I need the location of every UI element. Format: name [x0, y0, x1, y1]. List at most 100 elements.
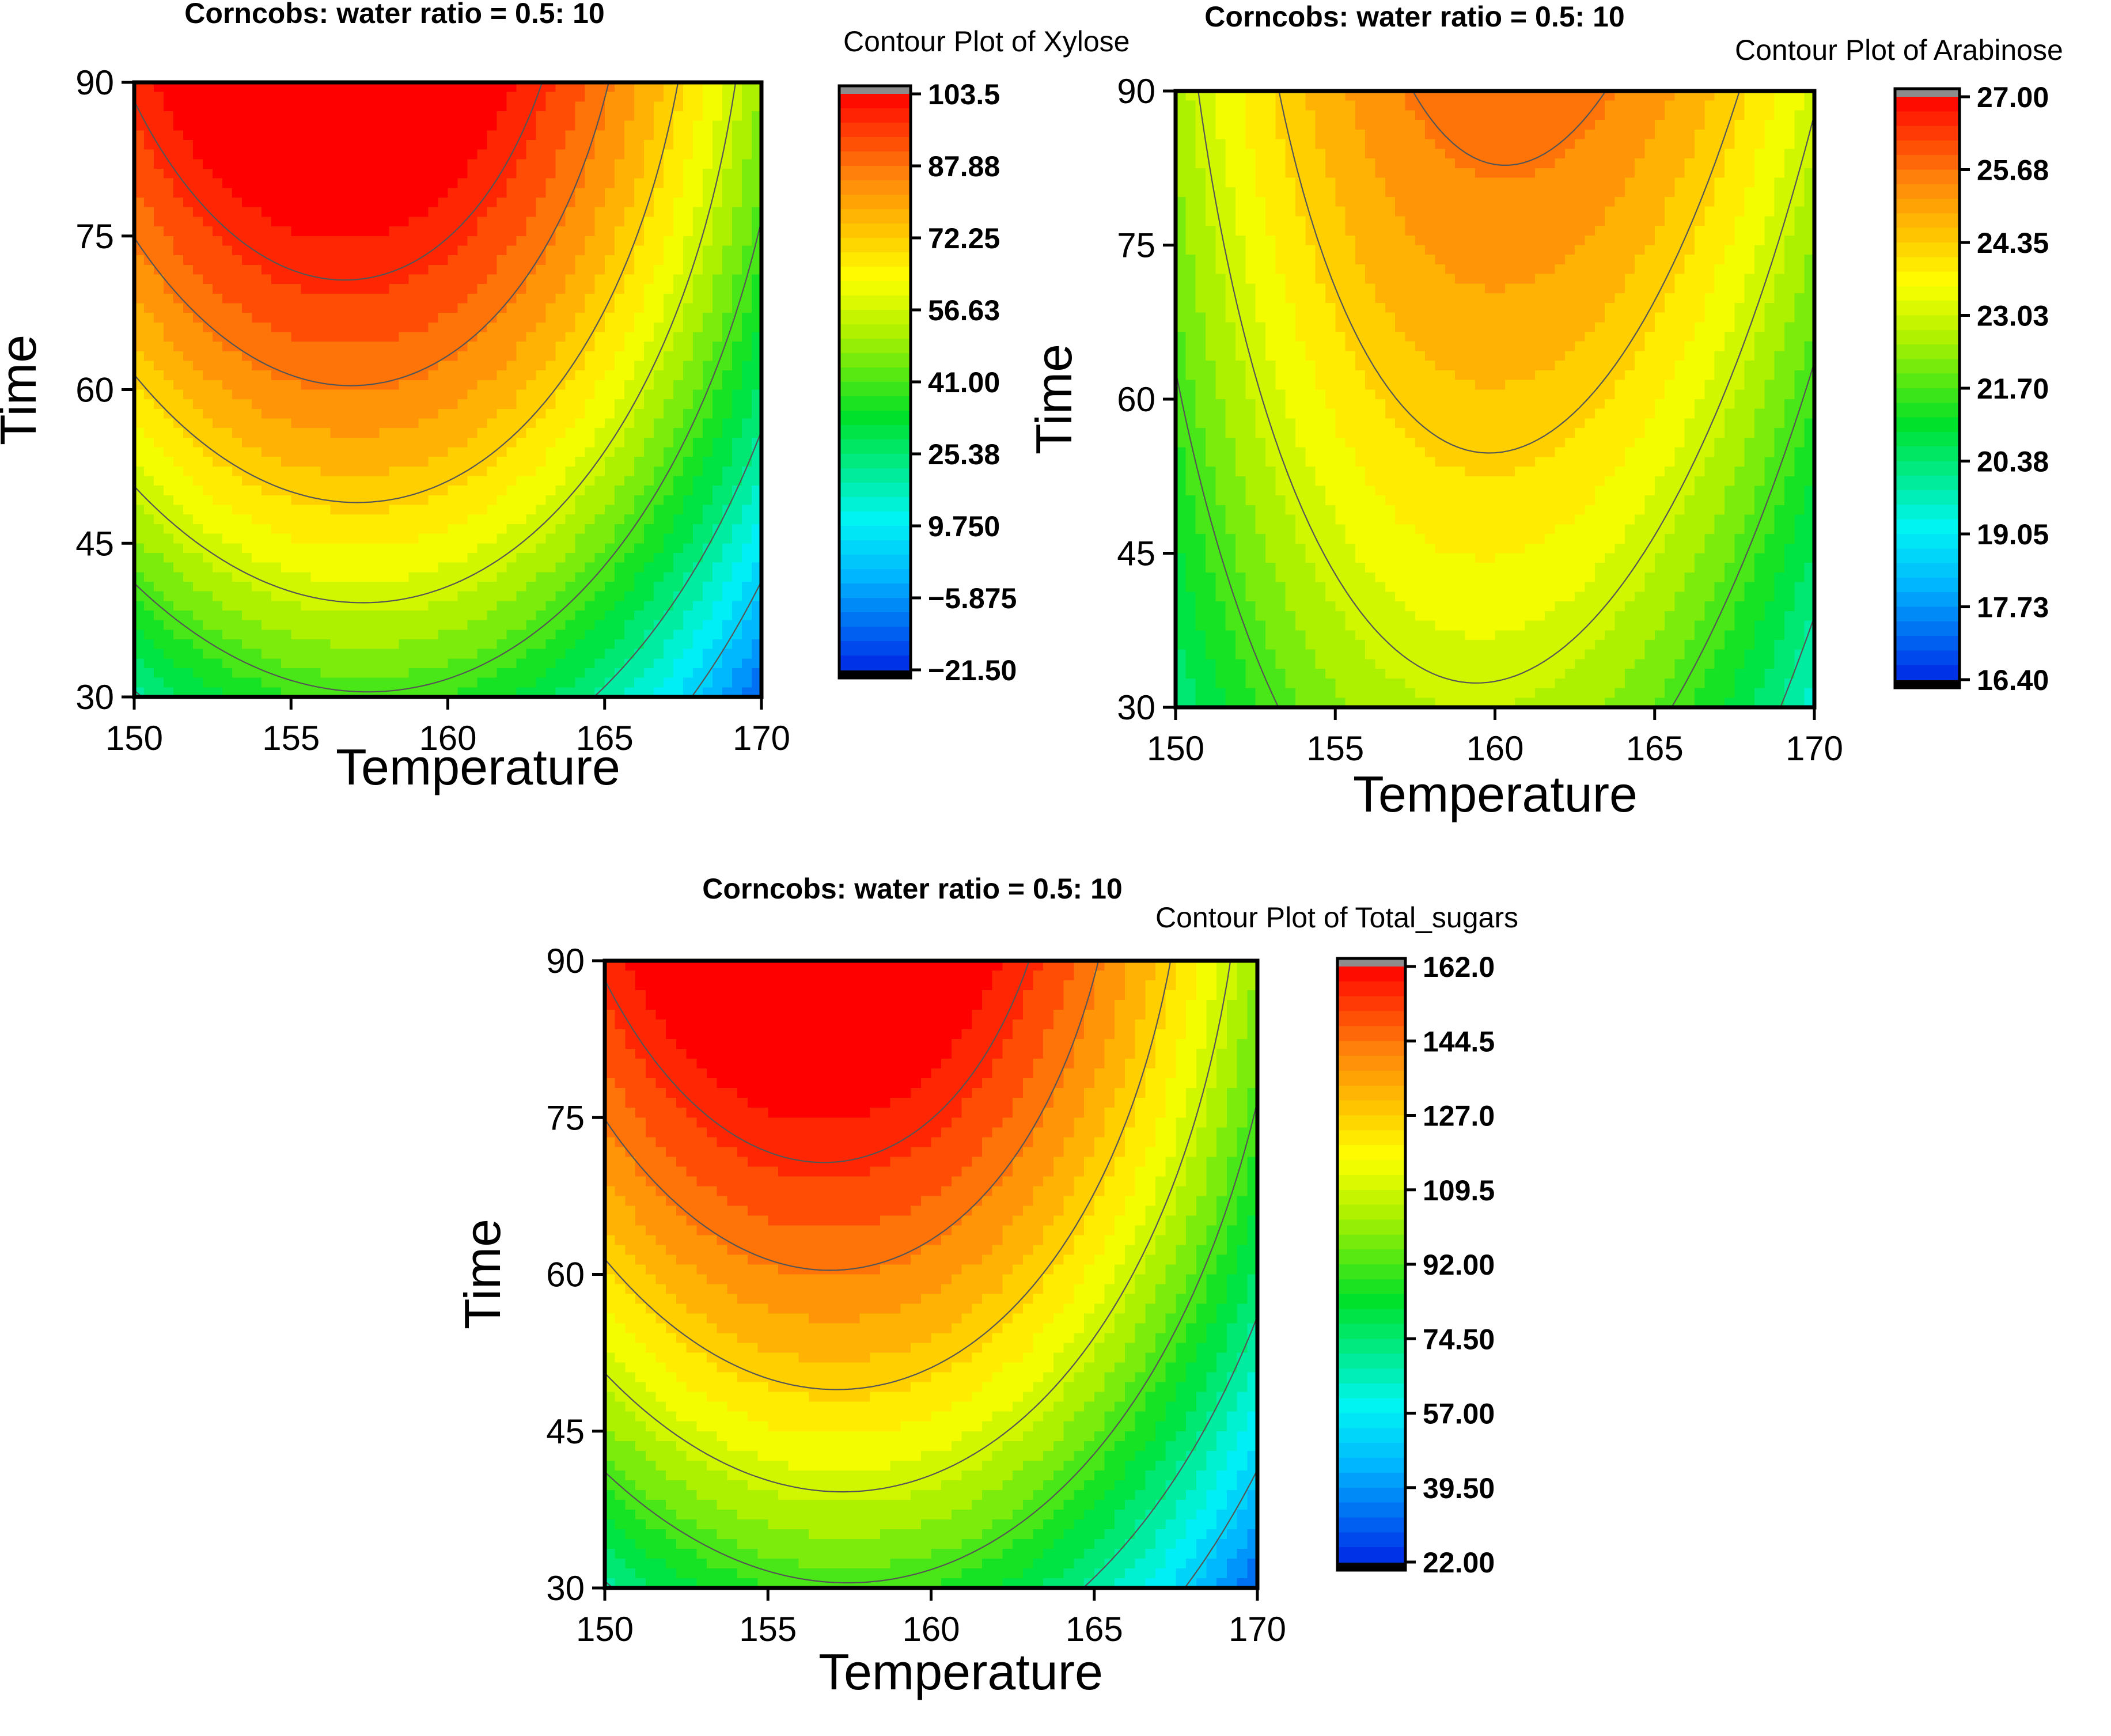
contour-cell: [1185, 486, 1196, 496]
contour-cell: [448, 408, 458, 419]
contour-cell: [173, 207, 184, 218]
contour-cell: [1235, 110, 1246, 120]
contour-cell: [213, 677, 223, 688]
contour-cell: [1225, 408, 1236, 419]
contour-cell: [712, 149, 723, 160]
contour-cell: [271, 217, 282, 227]
contour-cell: [1255, 351, 1266, 361]
contour-cell: [536, 313, 547, 323]
contour-cell: [428, 514, 439, 525]
contour-cell: [575, 658, 586, 669]
colorbar-swatch: [839, 612, 911, 627]
contour-cell: [1195, 206, 1206, 217]
contour-cell: [673, 572, 684, 582]
contour-cell: [281, 245, 292, 256]
contour-cell: [281, 428, 292, 438]
contour-cell: [389, 524, 400, 535]
contour-cell: [604, 130, 615, 141]
contour-cell: [1245, 255, 1256, 265]
contour-cell: [516, 495, 527, 506]
contour-cell: [1185, 302, 1196, 313]
contour-cell: [614, 552, 625, 563]
contour-cell: [624, 514, 635, 525]
contour-cell: [271, 284, 282, 294]
contour-cell: [732, 370, 742, 381]
contour-cell: [448, 82, 458, 93]
contour-cell: [193, 226, 203, 237]
contour-cell: [663, 245, 674, 256]
contour-cell: [526, 188, 537, 198]
contour-cell: [575, 264, 586, 275]
contour-cell: [477, 437, 488, 448]
contour-cell: [1255, 274, 1266, 285]
contour-cell: [301, 149, 312, 160]
contour-cell: [1235, 158, 1246, 169]
contour-cell: [281, 457, 292, 467]
contour-cell: [1235, 669, 1246, 679]
contour-cell: [271, 649, 282, 659]
contour-cell: [291, 620, 302, 631]
contour-cell: [1176, 678, 1187, 689]
contour-cell: [154, 399, 164, 410]
contour-cell: [438, 457, 449, 467]
contour-cell: [653, 447, 664, 457]
contour-cell: [359, 668, 370, 679]
contour-cell: [467, 361, 478, 371]
contour-cell: [193, 505, 203, 516]
contour-cell: [1235, 534, 1246, 544]
contour-cell: [1205, 543, 1216, 554]
contour-cell: [683, 92, 693, 103]
contour-cell: [457, 601, 468, 611]
contour-cell: [1205, 408, 1216, 419]
contour-cell: [585, 188, 596, 198]
contour-cell: [418, 610, 429, 621]
contour-cell: [467, 217, 478, 227]
contour-cell: [1235, 206, 1246, 217]
contour-cell: [1205, 437, 1216, 448]
contour-cell: [213, 620, 223, 631]
contour-cell: [565, 351, 576, 362]
contour-cell: [222, 408, 233, 419]
contour-cell: [506, 217, 517, 227]
contour-cell: [497, 293, 507, 304]
contour-cell: [741, 178, 752, 189]
contour-cell: [722, 274, 733, 285]
contour-cell: [193, 562, 203, 573]
contour-cell: [428, 687, 439, 698]
contour-cell: [555, 101, 566, 112]
contour-cell: [712, 486, 723, 496]
contour-cell: [193, 457, 203, 467]
contour-cell: [624, 572, 635, 582]
contour-cell: [732, 658, 742, 669]
contour-cell: [271, 303, 282, 313]
contour-cell: [1235, 129, 1246, 140]
contour-cell: [594, 591, 605, 602]
contour-cell: [203, 140, 213, 150]
contour-cell: [1225, 245, 1236, 256]
contour-cell: [203, 293, 213, 304]
contour-cell: [497, 658, 507, 669]
colorbar-swatch: [839, 324, 911, 339]
contour-cell: [751, 313, 762, 323]
contour-cell: [585, 658, 596, 669]
contour-cell: [722, 169, 733, 179]
colorbar-swatch: [839, 310, 911, 325]
contour-cell: [457, 342, 468, 352]
contour-cell: [173, 418, 184, 429]
contour-cell: [291, 274, 302, 285]
contour-cell: [555, 120, 566, 131]
contour-cell: [340, 149, 351, 160]
contour-cell: [604, 169, 615, 179]
contour-cell: [301, 111, 312, 122]
contour-cell: [732, 505, 742, 516]
contour-cell: [526, 505, 537, 516]
contour-cell: [516, 418, 527, 429]
contour-cell: [1225, 331, 1236, 342]
contour-cell: [350, 524, 361, 535]
contour-cell: [1255, 688, 1266, 699]
contour-cell: [1245, 524, 1256, 535]
contour-cell: [232, 188, 242, 198]
contour-cell: [330, 130, 341, 141]
contour-cell: [164, 188, 174, 198]
contour-cell: [545, 408, 556, 419]
